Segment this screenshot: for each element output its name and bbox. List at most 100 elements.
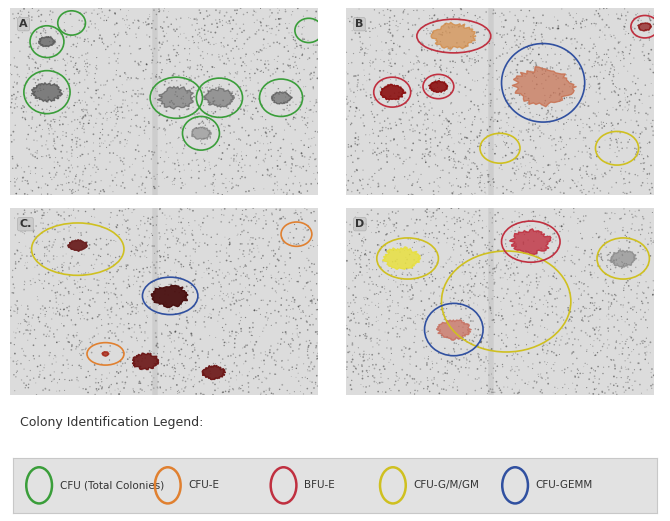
Point: [278, 213, 289, 221]
Point: [542, 221, 553, 230]
Point: [394, 96, 405, 104]
Point: [392, 41, 403, 49]
Point: [537, 57, 548, 66]
Point: [154, 39, 165, 47]
Point: [533, 218, 543, 226]
Point: [497, 128, 508, 137]
Point: [612, 140, 622, 148]
Point: [366, 206, 377, 214]
Point: [137, 386, 147, 394]
Point: [59, 258, 70, 267]
Point: [578, 369, 588, 378]
Point: [399, 49, 409, 57]
Point: [9, 90, 19, 98]
Point: [137, 240, 148, 248]
Point: [23, 69, 34, 78]
Point: [310, 48, 321, 56]
Point: [617, 338, 628, 346]
Point: [614, 98, 624, 107]
Point: [197, 347, 208, 355]
Point: [185, 63, 196, 71]
Point: [269, 252, 279, 260]
Point: [180, 241, 190, 249]
Point: [192, 352, 203, 360]
Point: [184, 49, 195, 58]
Point: [555, 227, 565, 235]
Point: [240, 161, 251, 169]
Point: [567, 251, 578, 259]
Point: [56, 269, 67, 277]
Point: [117, 167, 127, 176]
Point: [198, 119, 209, 127]
Point: [109, 107, 119, 115]
Point: [247, 240, 258, 248]
Point: [78, 107, 88, 116]
Point: [385, 216, 395, 224]
Point: [469, 101, 480, 109]
Point: [291, 40, 302, 48]
Point: [58, 345, 69, 353]
Point: [372, 111, 383, 119]
Point: [418, 257, 429, 266]
Point: [597, 256, 608, 265]
Point: [176, 94, 187, 103]
Point: [188, 83, 199, 92]
Point: [558, 213, 569, 221]
Point: [260, 116, 271, 124]
Point: [374, 9, 385, 17]
Point: [117, 338, 127, 346]
Point: [29, 263, 40, 271]
Point: [195, 119, 206, 128]
Point: [119, 184, 130, 192]
Point: [241, 188, 251, 196]
Point: [38, 302, 48, 310]
Point: [429, 11, 440, 20]
Point: [183, 318, 194, 327]
Point: [401, 325, 412, 333]
Point: [613, 134, 624, 143]
Point: [393, 75, 404, 83]
Point: [65, 53, 76, 61]
Point: [556, 222, 567, 230]
Point: [442, 357, 453, 365]
Point: [24, 145, 35, 154]
Point: [65, 88, 76, 96]
Point: [489, 235, 500, 244]
Point: [32, 255, 43, 264]
Point: [202, 86, 213, 94]
Point: [567, 165, 578, 173]
Point: [9, 214, 20, 222]
Point: [156, 92, 167, 101]
Point: [206, 28, 216, 36]
Point: [417, 326, 427, 334]
Point: [343, 143, 354, 151]
Point: [452, 355, 462, 363]
Point: [224, 80, 234, 89]
Point: [411, 58, 422, 67]
Point: [567, 379, 578, 388]
Point: [59, 291, 70, 300]
Point: [44, 151, 54, 159]
Point: [64, 272, 75, 280]
Point: [311, 107, 322, 116]
Point: [243, 388, 254, 396]
Point: [127, 176, 138, 184]
Point: [438, 370, 448, 378]
Point: [232, 288, 243, 296]
Point: [498, 294, 509, 303]
Point: [492, 184, 502, 192]
Point: [352, 86, 363, 95]
Point: [602, 353, 612, 361]
Point: [214, 278, 224, 286]
Point: [31, 33, 42, 41]
Point: [224, 17, 234, 25]
Point: [630, 102, 641, 110]
Point: [612, 390, 622, 399]
Point: [440, 344, 450, 353]
Point: [422, 385, 433, 393]
Point: [389, 39, 399, 47]
Point: [70, 280, 80, 288]
Point: [123, 300, 133, 308]
Point: [219, 127, 230, 135]
Point: [407, 264, 418, 272]
